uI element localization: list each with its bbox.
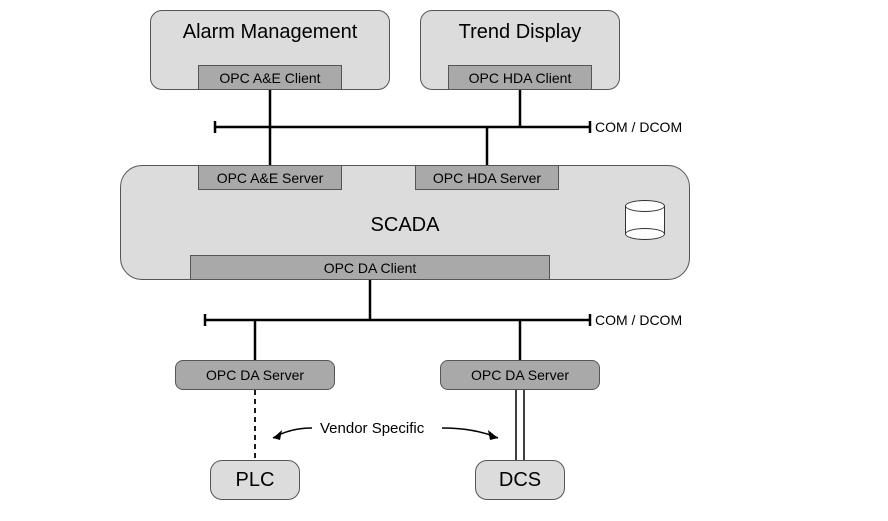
plc-box: PLC (210, 460, 300, 500)
scada-label: SCADA (371, 214, 440, 237)
opc-hda-client-label: OPC HDA Client (469, 70, 572, 86)
database-cylinder-icon (625, 200, 665, 240)
opc-da-server-1-label: OPC DA Server (206, 367, 304, 383)
dcs-label: DCS (499, 469, 541, 492)
trend-display-label: Trend Display (459, 21, 582, 44)
opc-ae-client-label: OPC A&E Client (219, 70, 320, 86)
opc-da-client-label: OPC DA Client (324, 260, 417, 276)
dcs-box: DCS (475, 460, 565, 500)
opc-hda-server-label: OPC HDA Server (433, 170, 541, 186)
opc-ae-server-label: OPC A&E Server (217, 170, 324, 186)
opc-da-server-2-box: OPC DA Server (440, 360, 600, 390)
opc-da-server-2-label: OPC DA Server (471, 367, 569, 383)
opc-hda-client-box: OPC HDA Client (448, 65, 592, 90)
vendor-specific-label: Vendor Specific (320, 420, 424, 437)
opc-architecture-diagram: Alarm Management Trend Display OPC A&E C… (80, 10, 800, 510)
opc-ae-client-box: OPC A&E Client (198, 65, 342, 90)
opc-ae-server-box: OPC A&E Server (198, 165, 342, 190)
alarm-management-label: Alarm Management (183, 21, 358, 44)
com-dcom-label-1: COM / DCOM (595, 119, 682, 135)
opc-hda-server-box: OPC HDA Server (415, 165, 559, 190)
opc-da-server-1-box: OPC DA Server (175, 360, 335, 390)
opc-da-client-box: OPC DA Client (190, 255, 550, 280)
plc-label: PLC (236, 469, 275, 492)
com-dcom-label-2: COM / DCOM (595, 312, 682, 328)
